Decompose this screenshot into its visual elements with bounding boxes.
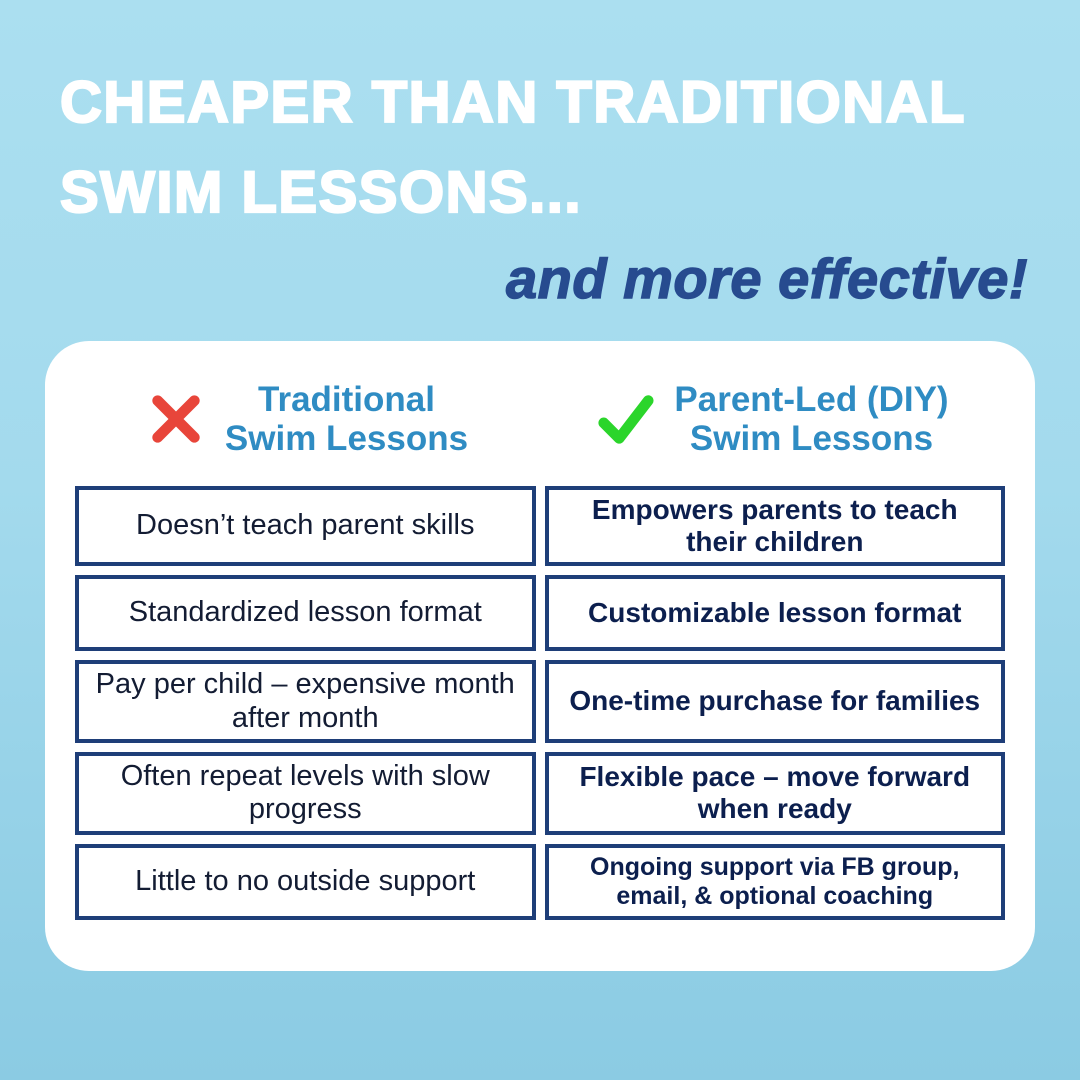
red-x-icon (152, 395, 200, 443)
table-cell-parent-led: Flexible pace – move forward when ready (544, 751, 1005, 835)
table-cell-parent-led: One-time purchase for families (544, 660, 1005, 743)
comparison-table: Doesn’t teach parent skills Empowers par… (75, 485, 1005, 920)
parent-led-title-line2: Swim Lessons (689, 419, 934, 459)
table-cell-parent-led: Customizable lesson format (544, 575, 1005, 652)
parent-led-column-title: Parent-Led (DIY) Swim Lessons (674, 380, 948, 458)
parent-led-column-header: Parent-Led (DIY) Swim Lessons (540, 380, 1005, 458)
traditional-title-line2: Swim Lessons (224, 419, 469, 459)
parent-led-title-line1: Parent-Led (DIY) (674, 380, 949, 420)
traditional-column-header: Traditional Swim Lessons (75, 380, 540, 458)
green-check-icon (598, 395, 654, 444)
traditional-column-title: Traditional Swim Lessons (225, 380, 468, 458)
comparison-card: Traditional Swim Lessons Parent-Led (DIY… (45, 340, 1035, 971)
card-header: Traditional Swim Lessons Parent-Led (DIY… (75, 367, 1005, 472)
table-cell-traditional: Little to no outside support (75, 843, 536, 920)
table-cell-traditional: Pay per child – expensive month after mo… (75, 660, 536, 743)
headline-line-2: SWIM LESSONS... (59, 159, 582, 226)
table-cell-parent-led: Empowers parents to teach their children (544, 485, 1005, 567)
table-cell-traditional: Standardized lesson format (75, 575, 536, 652)
table-cell-traditional: Doesn’t teach parent skills (75, 485, 536, 567)
table-cell-traditional: Often repeat levels with slow progress (75, 751, 536, 835)
traditional-title-line1: Traditional (258, 380, 435, 420)
headline: CHEAPER THAN TRADITIONAL SWIM LESSONS... (0, 0, 1080, 238)
subtitle: and more effective! (505, 246, 1028, 310)
headline-line-1: CHEAPER THAN TRADITIONAL (59, 69, 966, 136)
table-cell-parent-led: Ongoing support via FB group, email, & o… (544, 843, 1005, 920)
